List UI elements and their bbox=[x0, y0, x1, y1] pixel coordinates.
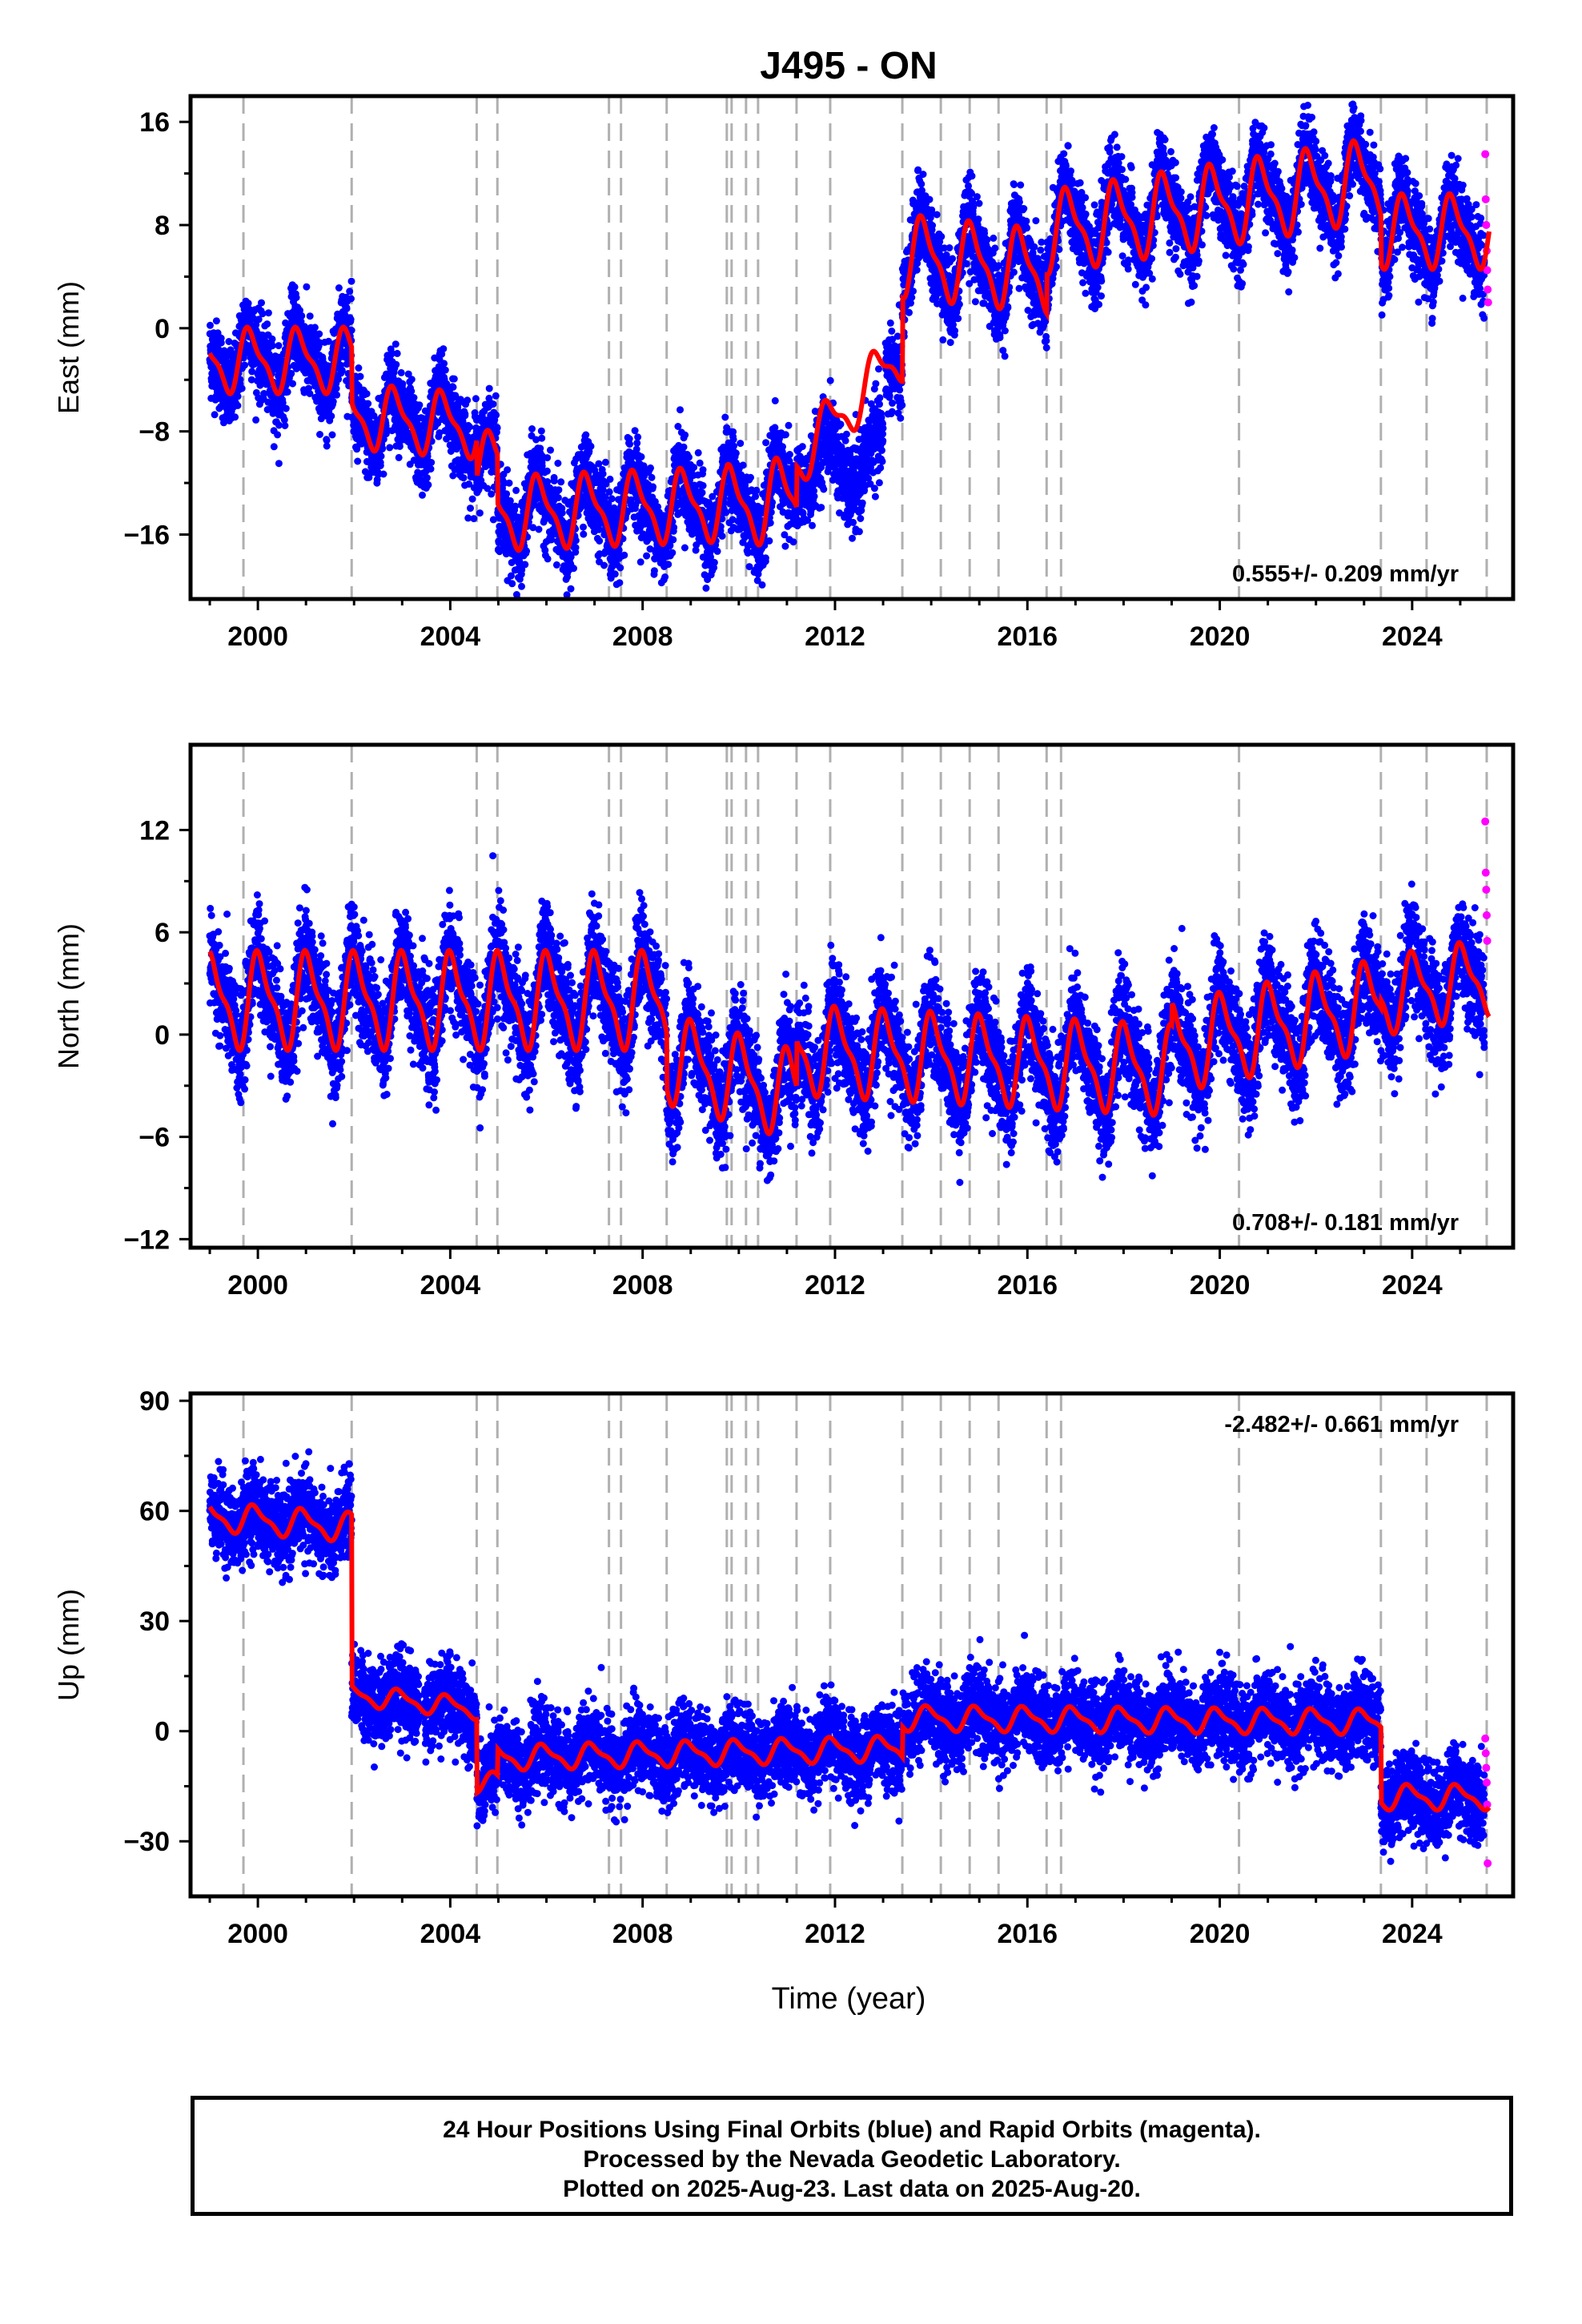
x-axis-label: Time (year) bbox=[772, 1982, 926, 2016]
final-orbit-points bbox=[206, 852, 1488, 1186]
chart-title: J495 - ON bbox=[760, 45, 937, 87]
footer-line-3: Plotted on 2025-Aug-23. Last data on 202… bbox=[563, 2176, 1141, 2202]
y-tick-label: −30 bbox=[123, 1827, 170, 1857]
rapid-point bbox=[1482, 911, 1491, 919]
x-tick-label: 2024 bbox=[1382, 1919, 1443, 1949]
x-tick-label: 2008 bbox=[612, 621, 673, 652]
rapid-point bbox=[1481, 868, 1490, 877]
east-panel: 2000 2004 2008 2012 2016 2020 2024 −16 −8 0 8 16 Eas… bbox=[52, 94, 1516, 652]
x-tick-label: 2012 bbox=[805, 621, 865, 652]
footer-line-2: Processed by the Nevada Geodetic Laborat… bbox=[583, 2146, 1121, 2173]
rapid-point bbox=[1481, 1734, 1490, 1743]
north-panel: 2000 2004 2008 2012 2016 2020 2024 −12 −6 0 6 12 Nor… bbox=[52, 742, 1516, 1301]
x-tick-label: 2004 bbox=[420, 1919, 481, 1949]
x-tick-label: 2024 bbox=[1382, 1270, 1443, 1301]
x-tick-label: 2016 bbox=[997, 621, 1058, 652]
rapid-point bbox=[1481, 817, 1490, 826]
x-tick-label: 2020 bbox=[1190, 621, 1251, 652]
y-ticks: −12 −6 0 6 12 bbox=[123, 815, 191, 1255]
final-orbit-points bbox=[206, 1448, 1488, 1865]
rapid-point bbox=[1482, 221, 1491, 230]
x-tick-label: 2008 bbox=[612, 1919, 673, 1949]
x-tick-label: 2000 bbox=[227, 621, 288, 652]
x-tick-label: 2000 bbox=[227, 1270, 288, 1301]
rapid-point bbox=[1484, 1859, 1492, 1868]
x-ticks: 2000 2004 2008 2012 2016 2020 2024 bbox=[208, 1248, 1462, 1301]
rapid-point bbox=[1481, 150, 1490, 159]
y-tick-label: −6 bbox=[139, 1123, 170, 1153]
y-tick-label: 12 bbox=[139, 815, 170, 846]
y-tick-label: 6 bbox=[155, 918, 170, 948]
model-fit-line bbox=[207, 138, 1492, 553]
velocity-rate-label: 0.708+/- 0.181 mm/yr bbox=[1232, 1210, 1459, 1236]
rapid-point bbox=[1484, 298, 1492, 307]
model-fit-line bbox=[207, 1502, 1492, 1813]
y-tick-label: 0 bbox=[155, 1020, 170, 1051]
y-axis-label: Up (mm) bbox=[52, 1589, 85, 1701]
y-tick-label: 0 bbox=[155, 1717, 170, 1747]
rapid-point bbox=[1482, 1763, 1491, 1772]
x-ticks: 2000 2004 2008 2012 2016 2020 2024 bbox=[208, 599, 1462, 652]
x-tick-label: 2012 bbox=[805, 1270, 865, 1301]
y-axis-label: North (mm) bbox=[52, 923, 85, 1069]
y-tick-label: −8 bbox=[139, 417, 170, 448]
y-tick-label: −12 bbox=[123, 1224, 170, 1255]
x-tick-label: 2024 bbox=[1382, 621, 1443, 652]
up-panel: 2000 2004 2008 2012 2016 2020 2024 −30 0 30 60 90 Up… bbox=[52, 1386, 1516, 1949]
y-tick-label: 8 bbox=[155, 211, 170, 241]
rapid-point bbox=[1482, 885, 1491, 894]
rapid-point bbox=[1481, 195, 1490, 203]
x-tick-label: 2020 bbox=[1190, 1270, 1251, 1301]
velocity-rate-label: -2.482+/- 0.661 mm/yr bbox=[1224, 1412, 1459, 1437]
footer-caption-box: 24 Hour Positions Using Final Orbits (bl… bbox=[191, 2096, 1513, 2216]
model-fit-line bbox=[207, 939, 1492, 1136]
x-tick-label: 2008 bbox=[612, 1270, 673, 1301]
y-ticks: −30 0 30 60 90 bbox=[123, 1386, 191, 1857]
final-orbit-points bbox=[206, 100, 1488, 599]
rapid-point bbox=[1483, 266, 1492, 275]
footer-line-1: 24 Hour Positions Using Final Orbits (bl… bbox=[443, 2117, 1261, 2143]
y-tick-label: 30 bbox=[139, 1606, 170, 1637]
axes-frame bbox=[188, 1391, 1516, 1899]
plot-area bbox=[206, 745, 1492, 1248]
y-tick-label: −16 bbox=[123, 520, 170, 550]
y-tick-label: 16 bbox=[139, 107, 170, 138]
y-ticks: −16 −8 0 8 16 bbox=[123, 107, 191, 550]
rapid-point bbox=[1484, 285, 1492, 294]
rapid-orbit-points bbox=[1481, 817, 1492, 945]
x-tick-label: 2020 bbox=[1190, 1919, 1251, 1949]
rapid-point bbox=[1483, 936, 1492, 945]
axes-frame bbox=[188, 742, 1516, 1250]
x-tick-label: 2000 bbox=[227, 1919, 288, 1949]
rapid-point bbox=[1482, 1778, 1491, 1787]
x-tick-label: 2016 bbox=[997, 1270, 1058, 1301]
x-tick-label: 2004 bbox=[420, 1270, 481, 1301]
x-tick-label: 2016 bbox=[997, 1919, 1058, 1949]
x-ticks: 2000 2004 2008 2012 2016 2020 2024 bbox=[208, 1896, 1462, 1949]
rapid-point bbox=[1483, 1800, 1492, 1809]
y-axis-label: East (mm) bbox=[52, 281, 85, 414]
rapid-point bbox=[1481, 1749, 1490, 1758]
axes-frame bbox=[188, 94, 1516, 601]
y-tick-label: 0 bbox=[155, 314, 170, 344]
x-tick-label: 2004 bbox=[420, 621, 481, 652]
y-tick-label: 60 bbox=[139, 1497, 170, 1527]
x-tick-label: 2012 bbox=[805, 1919, 865, 1949]
rapid-orbit-points bbox=[1481, 1734, 1492, 1868]
plot-area bbox=[206, 1393, 1492, 1896]
plot-area bbox=[206, 96, 1492, 599]
velocity-rate-label: 0.555+/- 0.209 mm/yr bbox=[1232, 561, 1459, 587]
y-tick-label: 90 bbox=[139, 1386, 170, 1417]
